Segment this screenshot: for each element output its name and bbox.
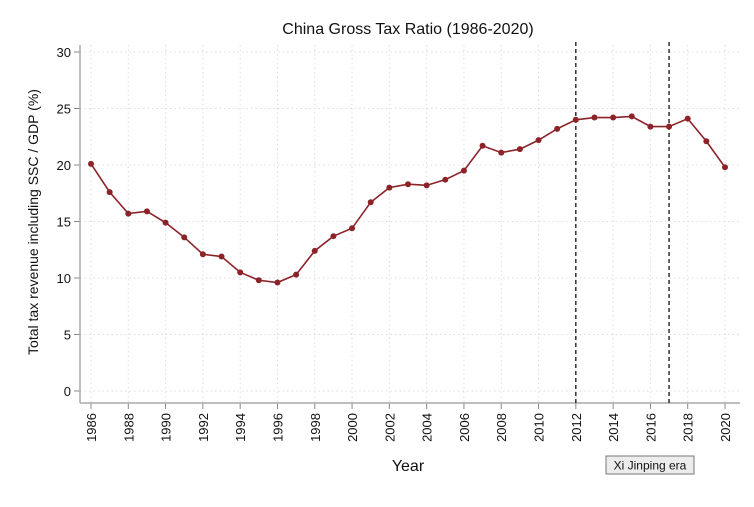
data-point-2016 <box>647 123 654 130</box>
data-point-1998 <box>311 247 318 254</box>
data-point-2009 <box>516 146 523 153</box>
grid <box>80 45 740 403</box>
x-tick-label: 2008 <box>494 413 509 442</box>
data-point-2006 <box>460 167 467 174</box>
annotation-label: Xi Jinping era <box>614 459 687 473</box>
data-point-1995 <box>255 277 262 284</box>
data-point-2000 <box>349 225 356 232</box>
chart-title: China Gross Tax Ratio (1986-2020) <box>282 21 533 38</box>
x-tick-label: 1996 <box>270 413 285 442</box>
y-tick-label: 20 <box>57 158 71 173</box>
data-point-2005 <box>442 176 449 183</box>
y-axis-label: Total tax revenue including SSC / GDP (%… <box>25 89 41 355</box>
data-point-1994 <box>237 269 244 276</box>
data-point-2020 <box>722 164 728 171</box>
y-tick-label: 5 <box>64 328 71 343</box>
x-tick-label: 2014 <box>606 413 621 442</box>
data-point-2010 <box>535 137 542 144</box>
data-point-2003 <box>405 181 411 188</box>
y-tick-label: 30 <box>57 45 71 60</box>
series-line <box>90 115 726 284</box>
x-tick-label: 2016 <box>643 413 658 442</box>
data-point-2012 <box>572 116 579 123</box>
data-point-1990 <box>162 219 169 226</box>
x-tick-label: 2004 <box>420 413 435 442</box>
annotation-box: Xi Jinping era <box>605 455 695 475</box>
data-point-1993 <box>218 253 225 260</box>
data-point-2019 <box>703 138 710 145</box>
data-point-1989 <box>143 208 150 215</box>
x-tick-label: 1994 <box>233 413 248 442</box>
x-tick-label: 2012 <box>569 413 584 442</box>
y-tick-label: 25 <box>57 102 71 117</box>
data-point-2015 <box>628 113 635 120</box>
data-point-2007 <box>479 142 486 149</box>
data-point-1992 <box>199 251 206 258</box>
data-point-1999 <box>330 233 337 240</box>
x-tick-label: 2018 <box>681 413 696 442</box>
data-point-2017 <box>666 123 673 130</box>
x-tick-label: 1986 <box>84 413 99 442</box>
x-tick-label: 1988 <box>121 413 136 442</box>
data-point-2014 <box>610 114 617 121</box>
series <box>88 113 728 286</box>
data-point-2013 <box>591 114 598 121</box>
data-point-2011 <box>554 125 561 132</box>
data-point-1987 <box>106 189 113 196</box>
x-tick-label: 2006 <box>457 413 472 442</box>
data-point-2001 <box>367 199 374 206</box>
axes: 0 5 10 15 20 25 30 1986 1988 1990 1992 1994 1996 1998… <box>57 45 740 442</box>
x-tick-label: 2020 <box>718 413 733 442</box>
y-tick-label: 0 <box>64 384 71 399</box>
data-point-2004 <box>423 182 430 189</box>
data-point-1986 <box>88 160 94 167</box>
data-point-2002 <box>386 184 393 191</box>
data-point-1991 <box>181 234 188 241</box>
x-tick-label: 2000 <box>345 413 360 442</box>
x-tick-label: 1998 <box>308 413 323 442</box>
data-point-1996 <box>274 279 281 286</box>
x-tick-label: 2010 <box>532 413 547 442</box>
data-point-2008 <box>498 149 505 156</box>
reference-lines <box>575 42 670 403</box>
x-axis-label: Year <box>392 458 425 475</box>
x-tick-label: 1990 <box>159 413 174 442</box>
y-tick-label: 10 <box>57 271 71 286</box>
data-point-1988 <box>125 210 132 217</box>
data-point-2018 <box>684 115 691 122</box>
data-point-1997 <box>293 271 300 278</box>
y-tick-label: 15 <box>57 215 71 230</box>
x-tick-label: 2002 <box>382 413 397 442</box>
x-tick-label: 1992 <box>196 413 211 442</box>
